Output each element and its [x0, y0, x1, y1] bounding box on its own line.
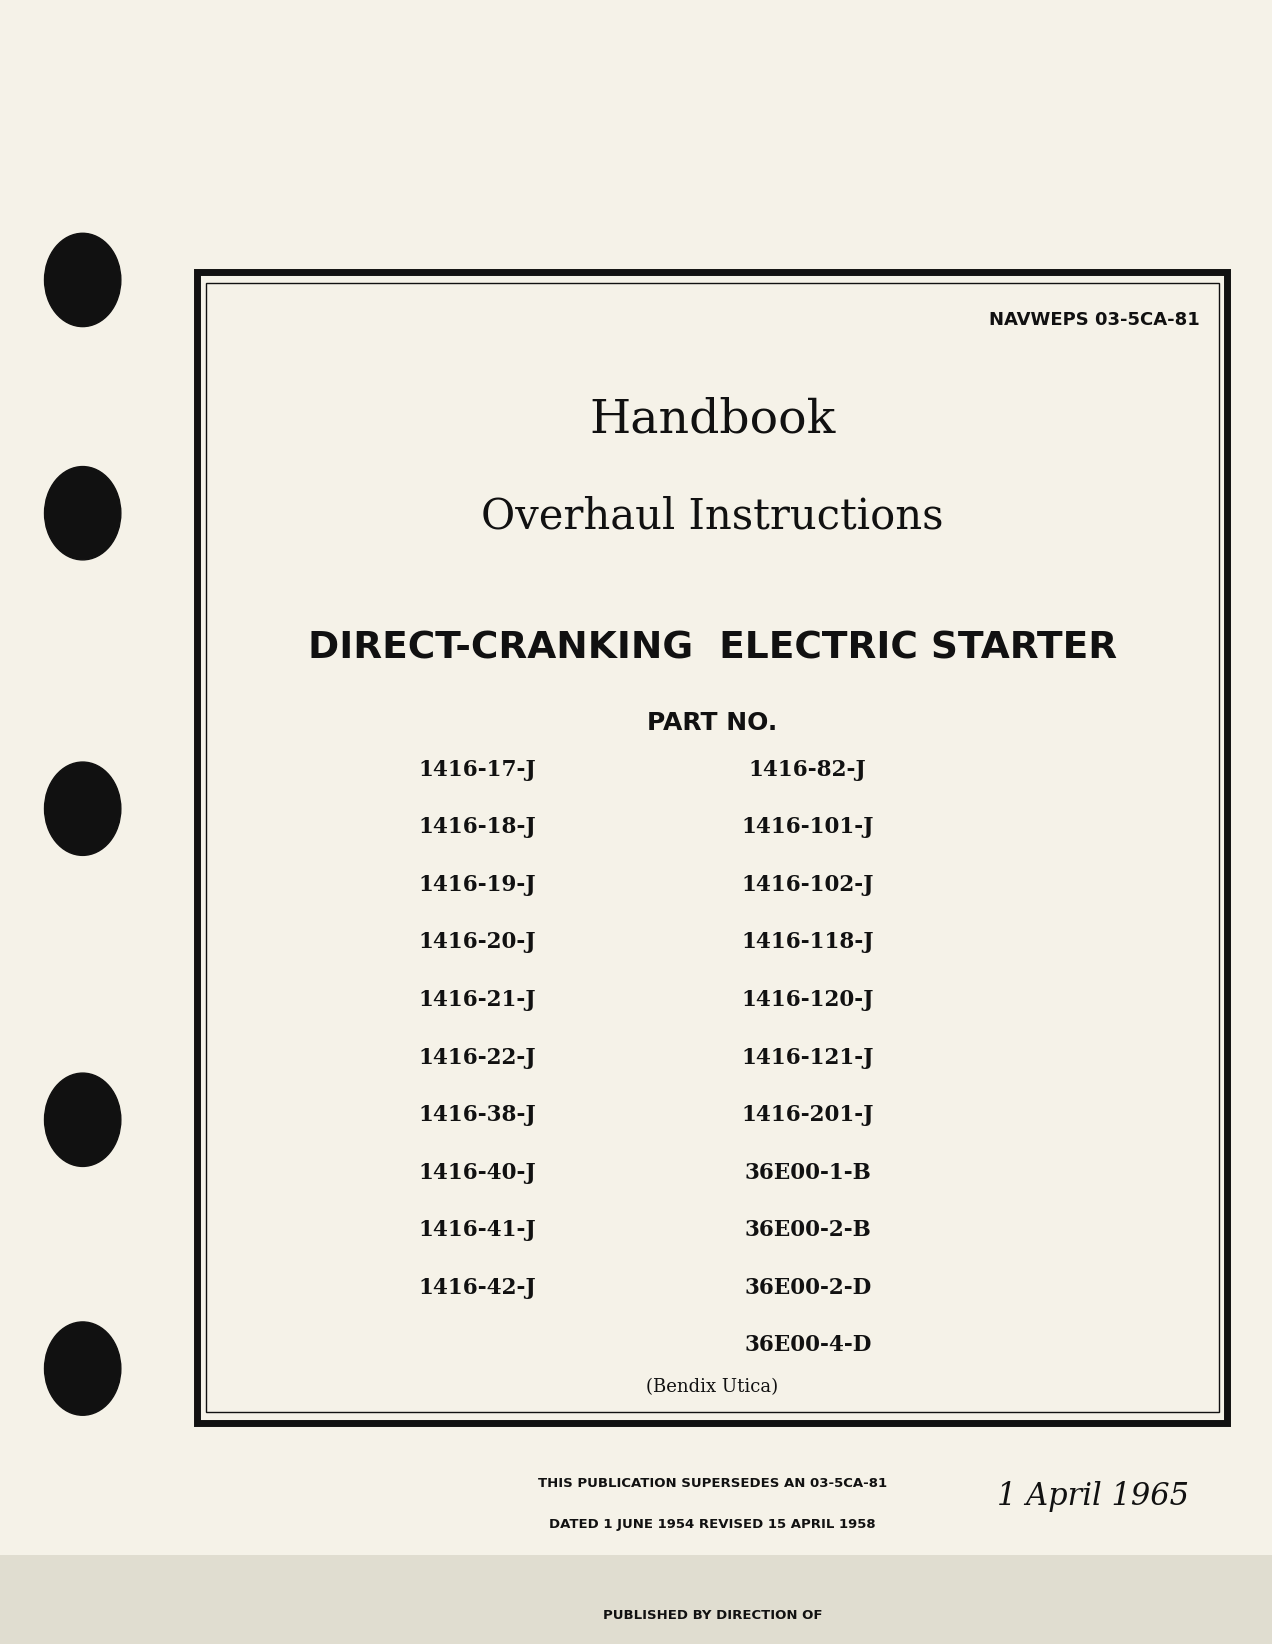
- Text: 1416-121-J: 1416-121-J: [742, 1047, 874, 1069]
- Text: 1416-201-J: 1416-201-J: [742, 1105, 874, 1126]
- Text: NAVWEPS 03-5CA-81: NAVWEPS 03-5CA-81: [988, 311, 1199, 329]
- Text: THIS PUBLICATION SUPERSEDES AN 03-5CA-81: THIS PUBLICATION SUPERSEDES AN 03-5CA-81: [538, 1478, 887, 1489]
- Circle shape: [45, 1074, 121, 1166]
- Text: PUBLISHED BY DIRECTION OF: PUBLISHED BY DIRECTION OF: [603, 1609, 822, 1623]
- Text: DATED 1 JUNE 1954 REVISED 15 APRIL 1958: DATED 1 JUNE 1954 REVISED 15 APRIL 1958: [550, 1517, 875, 1531]
- Circle shape: [45, 233, 121, 327]
- Bar: [206, 283, 1219, 1412]
- Text: 1416-102-J: 1416-102-J: [742, 875, 874, 896]
- Text: 1416-38-J: 1416-38-J: [418, 1105, 536, 1126]
- Bar: [197, 273, 1227, 1424]
- Text: (Bendix Utica): (Bendix Utica): [646, 1378, 778, 1396]
- Text: 1416-17-J: 1416-17-J: [418, 760, 536, 781]
- Text: 36E00-4-D: 36E00-4-D: [744, 1335, 871, 1356]
- Text: Handbook: Handbook: [589, 398, 836, 442]
- Text: 1416-82-J: 1416-82-J: [749, 760, 866, 781]
- Text: 1 April 1965: 1 April 1965: [997, 1481, 1189, 1511]
- Text: DIRECT-CRANKING  ELECTRIC STARTER: DIRECT-CRANKING ELECTRIC STARTER: [308, 631, 1117, 666]
- Circle shape: [45, 1322, 121, 1415]
- Circle shape: [45, 763, 121, 855]
- Text: 1416-120-J: 1416-120-J: [742, 990, 874, 1011]
- Text: 1416-18-J: 1416-18-J: [418, 817, 536, 838]
- Text: 1416-41-J: 1416-41-J: [418, 1220, 536, 1241]
- Text: 36E00-2-B: 36E00-2-B: [744, 1220, 871, 1241]
- Text: 1416-22-J: 1416-22-J: [418, 1047, 536, 1069]
- Text: PART NO.: PART NO.: [647, 712, 777, 735]
- Text: 36E00-2-D: 36E00-2-D: [744, 1277, 871, 1299]
- Circle shape: [45, 467, 121, 561]
- Text: 1416-19-J: 1416-19-J: [418, 875, 536, 896]
- Text: 1416-21-J: 1416-21-J: [418, 990, 536, 1011]
- Text: 1416-20-J: 1416-20-J: [418, 932, 536, 954]
- Text: 1416-101-J: 1416-101-J: [742, 817, 874, 838]
- Text: 1416-42-J: 1416-42-J: [418, 1277, 536, 1299]
- Text: 1416-40-J: 1416-40-J: [418, 1162, 536, 1184]
- Text: Overhaul Instructions: Overhaul Instructions: [481, 495, 944, 538]
- Text: 36E00-1-B: 36E00-1-B: [744, 1162, 871, 1184]
- Text: 1416-118-J: 1416-118-J: [742, 932, 874, 954]
